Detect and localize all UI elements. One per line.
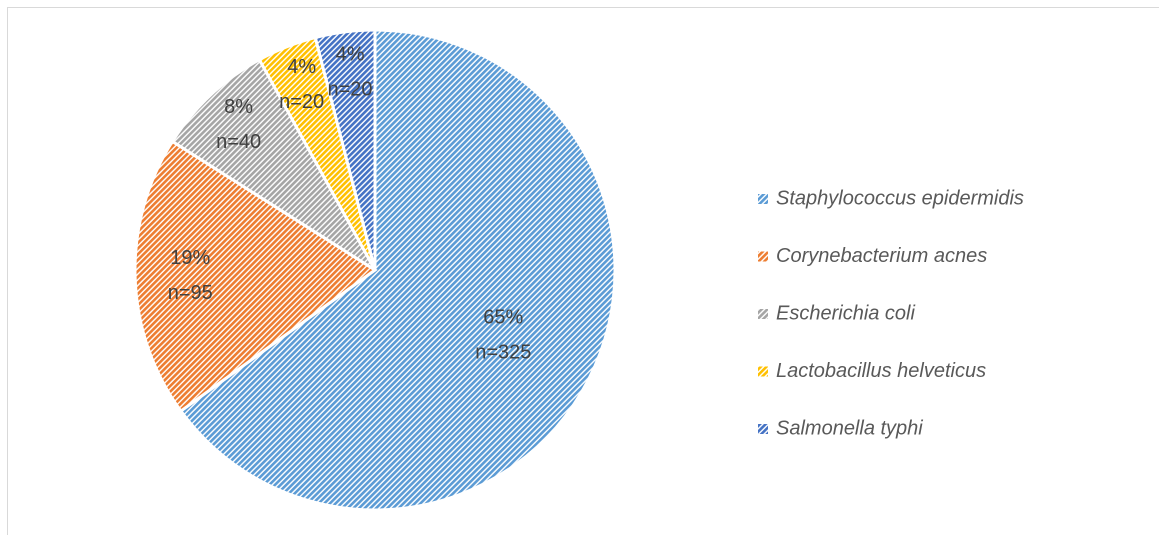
pie-slice xyxy=(313,28,377,271)
legend-swatch xyxy=(758,194,768,204)
legend-swatch xyxy=(758,424,768,434)
legend-label: Escherichia coli xyxy=(776,302,916,324)
value-label: 65% xyxy=(483,307,523,329)
count-label: n=40 xyxy=(216,131,261,153)
legend-label: Corynebacterium acnes xyxy=(776,245,987,267)
value-label: 19% xyxy=(170,247,210,269)
legend-swatch xyxy=(758,251,768,262)
count-label: n=20 xyxy=(279,91,324,113)
pie-slice xyxy=(170,57,377,272)
legend-swatch xyxy=(758,309,768,319)
count-label: n=95 xyxy=(168,282,213,304)
value-label: 4% xyxy=(287,56,316,78)
count-label: n=20 xyxy=(328,79,373,101)
legend-label: Lactobacillus helveticus xyxy=(776,360,986,382)
legend-label: Salmonella typhi xyxy=(776,417,923,439)
value-label: 8% xyxy=(224,96,253,118)
legend-swatch xyxy=(758,366,768,377)
legend-label: Staphylococcus epidermidis xyxy=(776,187,1024,209)
count-label: n=325 xyxy=(475,342,531,364)
value-label: 4% xyxy=(336,44,365,66)
chart-border xyxy=(7,7,1159,535)
pie-slice xyxy=(178,28,617,512)
pie-slice xyxy=(133,139,378,414)
